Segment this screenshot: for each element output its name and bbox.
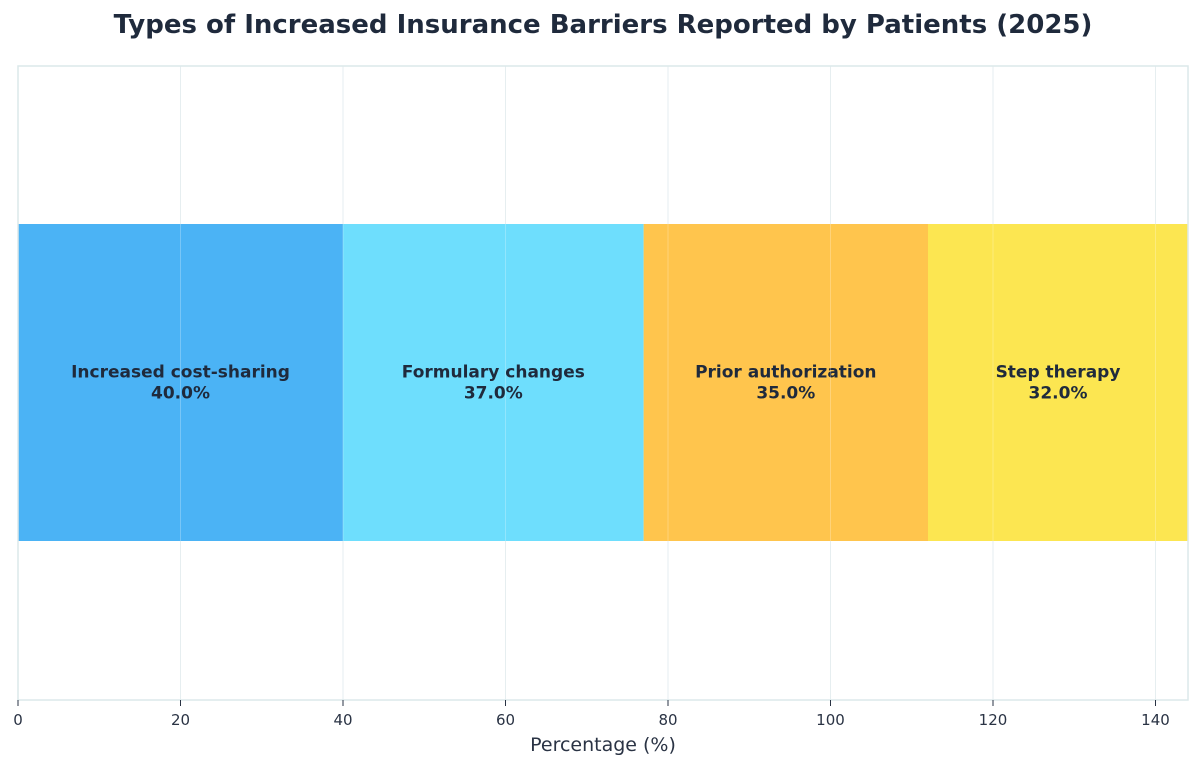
segment-value-label: 37.0% — [464, 384, 523, 404]
bar-segment — [643, 224, 928, 541]
chart-title: Types of Increased Insurance Barriers Re… — [114, 10, 1093, 40]
x-tick-label: 120 — [979, 711, 1008, 729]
x-tick-label: 60 — [496, 711, 515, 729]
x-axis-ticks: 0 20 40 60 80 100 120 140 — [13, 700, 1170, 729]
segment-value-label: 35.0% — [756, 384, 815, 404]
plot-frame — [17, 65, 1189, 701]
segment-label: Prior authorization — [695, 363, 876, 383]
bar-segment — [928, 224, 1188, 541]
segment-value-label: 40.0% — [151, 384, 210, 404]
segment-label: Increased cost-sharing — [71, 363, 290, 383]
segment-label: Formulary changes — [402, 363, 585, 383]
x-tick-label: 100 — [816, 711, 845, 729]
x-tick-label: 20 — [171, 711, 190, 729]
segment-value-label: 32.0% — [1029, 384, 1088, 404]
bar-segment — [18, 224, 343, 541]
x-tick-label: 80 — [658, 711, 677, 729]
bar-segment — [343, 224, 644, 541]
x-tick-label: 0 — [13, 711, 23, 729]
x-tick-label: 140 — [1141, 711, 1170, 729]
x-axis-label: Percentage (%) — [530, 734, 676, 756]
segment-label: Step therapy — [996, 363, 1121, 383]
x-tick-label: 40 — [333, 711, 352, 729]
